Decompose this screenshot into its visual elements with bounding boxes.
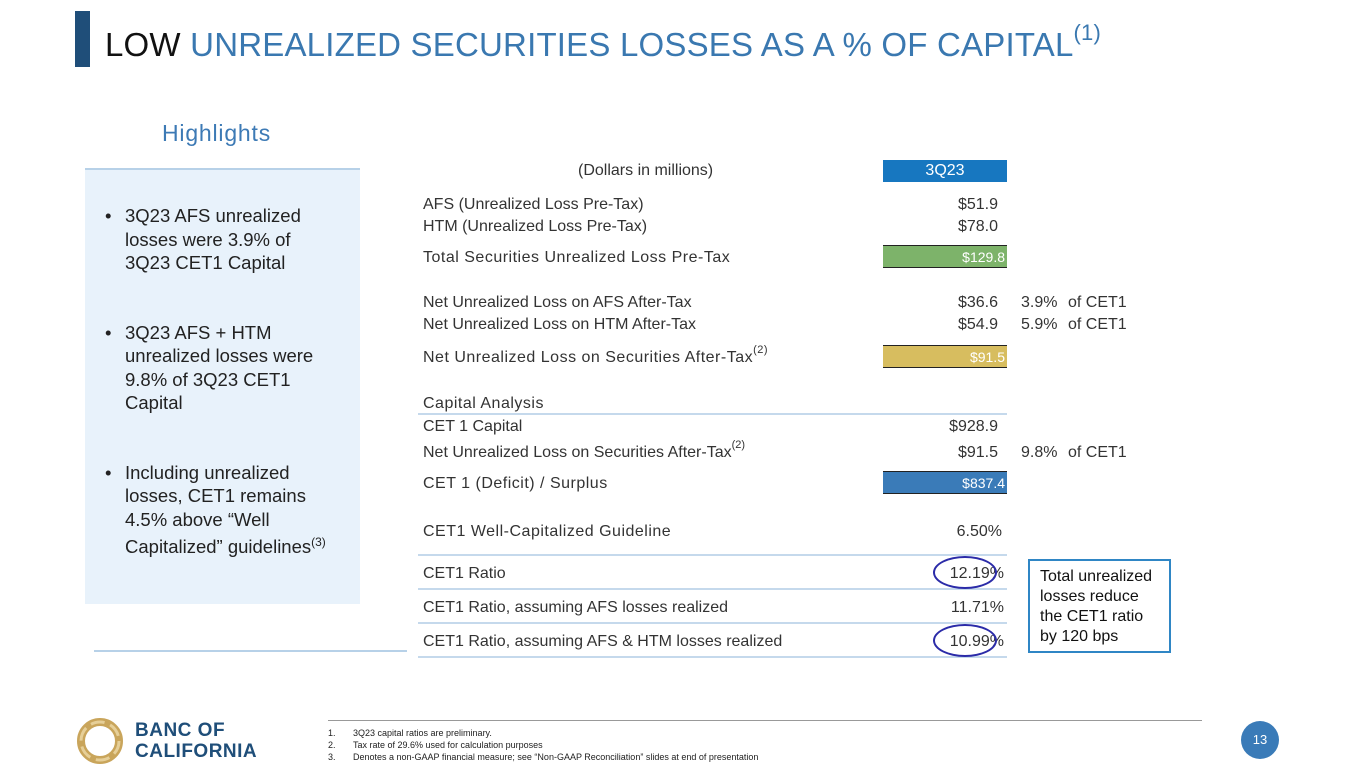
highlights-divider <box>94 650 407 652</box>
callout-box: Total unrealized losses reduce the CET1 … <box>1028 559 1171 653</box>
period-header: 3Q23 <box>883 160 1007 182</box>
net-afs-pct: 3.9% <box>1021 294 1058 311</box>
net-securities-2-label: Net Unrealized Loss on Securities After-… <box>423 439 746 461</box>
net-securities-2-pct: 9.8% <box>1021 444 1058 461</box>
afs-label: AFS (Unrealized Loss Pre-Tax) <box>423 196 644 213</box>
cet1-ratio-highlight-circle <box>933 556 997 589</box>
title-lead: LOW <box>105 26 181 63</box>
guideline-value: 6.50% <box>956 523 1002 540</box>
footnote-1: 1. 3Q23 capital ratios are preliminary. <box>328 728 492 738</box>
ratio-divider-top <box>418 554 1007 556</box>
cet1-ratio-label: CET1 Ratio <box>423 565 506 582</box>
net-securities-2-value: $91.5 <box>957 444 998 461</box>
net-htm-label: Net Unrealized Loss on HTM After-Tax <box>423 316 696 333</box>
ratio-divider-bottom <box>418 656 1007 658</box>
cet1-ratio-afs-label: CET1 Ratio, assuming AFS losses realized <box>423 599 729 616</box>
ratio-divider-2 <box>418 622 1007 624</box>
highlight-bullet-3: Including unrealized losses, CET1 remain… <box>103 461 338 559</box>
capital-divider <box>418 413 1007 415</box>
footnote-2: 2. Tax rate of 29.6% used for calculation… <box>328 740 543 750</box>
cet1-capital-label: CET 1 Capital <box>423 418 523 435</box>
page-number-badge: 13 <box>1241 721 1279 759</box>
total-unrealized-value: $129.8 <box>883 245 1007 268</box>
cet1-surplus-label: CET 1 (Deficit) / Surplus <box>423 475 608 492</box>
title-rest: UNREALIZED SECURITIES LOSSES AS A % OF C… <box>190 26 1074 63</box>
cet1-ratio-all-highlight-circle <box>933 624 997 657</box>
cet1-ratio-all-label: CET1 Ratio, assuming AFS & HTM losses re… <box>423 633 783 650</box>
net-htm-pct: 5.9% <box>1021 316 1058 333</box>
bullet3-footnote-ref: (3) <box>311 535 326 549</box>
highlights-list: 3Q23 AFS unrealized losses were 3.9% of … <box>103 204 338 559</box>
cet1-ratio-afs-value: 11.71% <box>950 599 1004 616</box>
title-accent-bar <box>75 11 90 67</box>
highlight-bullet-1: 3Q23 AFS unrealized losses were 3.9% of … <box>103 204 338 275</box>
cet1-capital-value: $928.9 <box>949 418 998 435</box>
total-unrealized-label: Total Securities Unrealized Loss Pre-Tax <box>423 249 731 266</box>
net-htm-of: of CET1 <box>1068 316 1127 333</box>
net-securities-value: $91.5 <box>883 345 1007 368</box>
highlight-bullet-2: 3Q23 AFS + HTM unrealized losses were 9.… <box>103 321 338 415</box>
bank-logo-text: BANC OF CALIFORNIA <box>135 720 258 762</box>
afs-value: $51.9 <box>957 196 998 213</box>
net-afs-value: $36.6 <box>957 294 998 311</box>
highlights-panel: 3Q23 AFS unrealized losses were 3.9% of … <box>85 168 360 604</box>
guideline-label: CET1 Well-Capitalized Guideline <box>423 523 672 540</box>
highlights-heading: Highlights <box>162 120 271 146</box>
htm-value: $78.0 <box>957 218 998 235</box>
cet1-surplus-value: $837.4 <box>883 471 1007 494</box>
footnotes: 1. 3Q23 capital ratios are preliminary. 2… <box>328 727 758 763</box>
footer-divider <box>328 720 1202 721</box>
ratio-divider-1 <box>418 588 1007 590</box>
page-title: LOW UNREALIZED SECURITIES LOSSES AS A % … <box>105 20 1101 64</box>
units-header: (Dollars in millions) <box>578 162 714 179</box>
footnote-3: 3. Denotes a non-GAAP financial measure; … <box>328 752 759 762</box>
htm-label: HTM (Unrealized Loss Pre-Tax) <box>423 218 648 235</box>
title-footnote-ref: (1) <box>1073 20 1102 45</box>
net-securities-label: Net Unrealized Loss on Securities After-… <box>423 344 769 366</box>
net-afs-of: of CET1 <box>1068 294 1127 311</box>
bank-logo-icon <box>77 718 123 764</box>
net-htm-value: $54.9 <box>957 316 998 333</box>
net-afs-label: Net Unrealized Loss on AFS After-Tax <box>423 294 692 311</box>
capital-analysis-heading: Capital Analysis <box>423 395 544 412</box>
net-securities-2-of: of CET1 <box>1068 444 1127 461</box>
